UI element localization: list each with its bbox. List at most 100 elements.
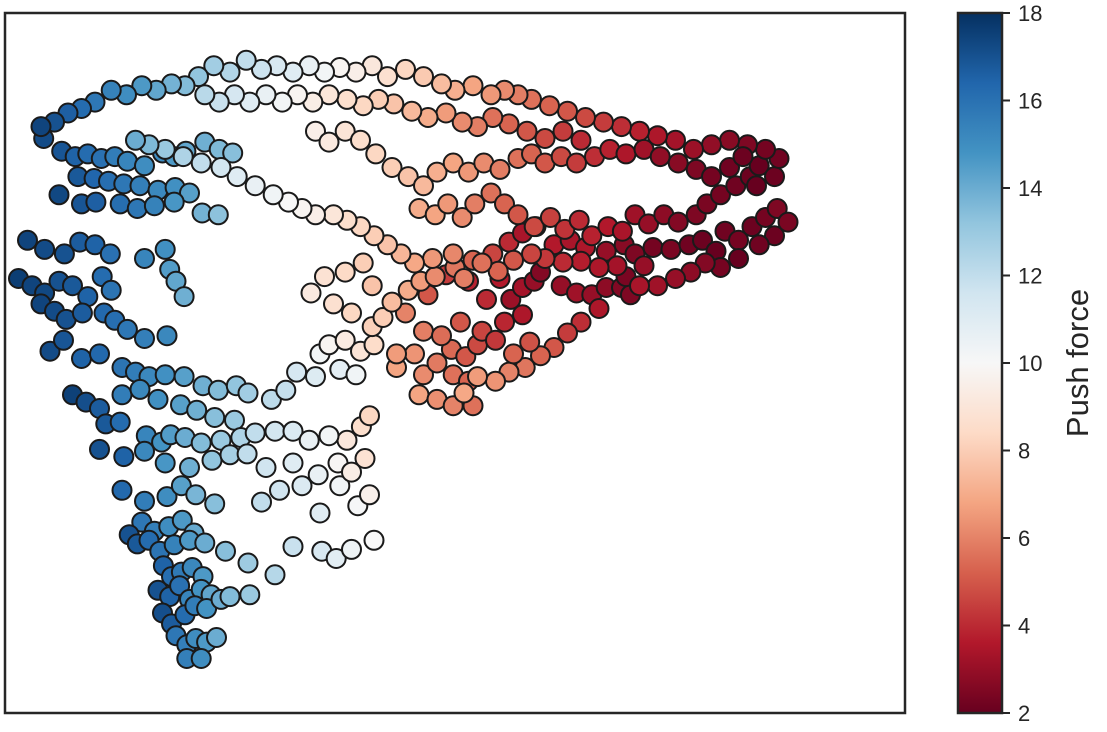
scatter-point-349	[539, 95, 560, 117]
scatter-point-416	[442, 152, 464, 174]
scatter-point-346	[593, 111, 614, 133]
scatter-point-6	[116, 150, 138, 172]
scatter-point-282	[552, 251, 574, 273]
scatter-point-407	[305, 120, 326, 142]
scatter-point-101	[236, 443, 258, 465]
scatter-point-321	[568, 209, 590, 231]
scatter-point-286	[487, 260, 509, 282]
scatter-point-397	[336, 88, 358, 110]
scatter-point-170	[298, 429, 320, 451]
scatter-point-209	[494, 311, 515, 333]
scatter-point-150	[282, 536, 304, 558]
scatter-point-214	[476, 288, 497, 310]
colorbar-ticks: 2 4 6 8 10 12 14 16 18	[1002, 1, 1042, 726]
scatter-point-79	[186, 399, 208, 421]
scatter-point-104	[134, 490, 155, 512]
scatter-point-67	[173, 366, 195, 388]
scatter-point-370	[203, 55, 225, 77]
scatter-point-305	[190, 152, 212, 174]
scatter-point-319	[539, 207, 561, 228]
scatter-point-354	[462, 75, 484, 97]
scatter-point-388	[482, 107, 504, 128]
colorbar-tick-label-8: 18	[1018, 1, 1042, 26]
scatter-point-112	[171, 509, 193, 531]
scatter-point-306	[172, 146, 194, 168]
scatter-point-269	[764, 225, 785, 247]
scatter-point-314	[464, 193, 486, 215]
scatter-point-184	[341, 302, 362, 324]
scatter-point-182	[363, 334, 385, 356]
scatter-point-238	[453, 382, 475, 404]
scatter-point-158	[359, 484, 380, 506]
scatter-point-301	[262, 184, 284, 206]
scatter-point-185	[323, 293, 344, 315]
scatter-point-390	[451, 111, 473, 133]
scatter-point-267	[766, 198, 788, 219]
scatter-point-27	[143, 195, 165, 217]
scatter-point-288	[453, 268, 475, 289]
scatter-point-353	[480, 84, 502, 106]
scatter-points	[8, 49, 799, 669]
scatter-point-237	[467, 366, 488, 388]
scatter-point-97	[154, 452, 176, 474]
scatter-point-236	[485, 370, 506, 392]
scatter-point-414	[413, 175, 434, 197]
scatter-point-160	[341, 461, 362, 483]
scatter-point-427	[615, 143, 637, 165]
scatter-point-146	[190, 648, 212, 669]
scatter-point-342	[665, 129, 686, 151]
scatter-point-58	[156, 325, 178, 347]
scatter-point-337	[755, 138, 776, 160]
scatter-point-419	[489, 158, 511, 180]
scatter-point-59	[39, 340, 61, 362]
scatter-point-96	[134, 440, 155, 462]
scatter-point-168	[307, 464, 329, 486]
scatter-point-277	[629, 275, 650, 297]
scatter-point-83	[109, 411, 131, 433]
scatter-point-120	[194, 532, 216, 554]
scatter-point-413	[397, 166, 419, 188]
scatter-point-233	[530, 345, 551, 367]
scatter-point-25	[109, 193, 131, 215]
scatter-point-258	[642, 237, 664, 258]
scatter-point-424	[566, 152, 587, 174]
scatter-point-241	[372, 307, 394, 328]
scatter-point-94	[89, 438, 110, 460]
scatter-point-171	[318, 425, 340, 447]
scatter-point-208	[485, 329, 506, 351]
scatter-point-56	[116, 318, 138, 340]
scatter-point-412	[381, 157, 403, 178]
colorbar-tick-label-1: 4	[1018, 614, 1030, 639]
scatter-point-69	[207, 379, 229, 401]
scatter-point-309	[125, 129, 146, 151]
scatter-point-270	[748, 234, 770, 256]
scatter-point-190	[361, 275, 383, 297]
scatter-point-340	[701, 134, 722, 156]
scatter-point-77	[147, 388, 169, 410]
scatter-point-219	[386, 343, 407, 365]
scatter-point-99	[201, 449, 223, 471]
scatter-point-166	[269, 479, 290, 501]
scatter-point-187	[314, 266, 335, 288]
scatter-point-147	[215, 540, 236, 562]
scatter-point-432	[701, 166, 722, 188]
scatter-point-156	[329, 475, 351, 497]
scatter-point-287	[471, 252, 493, 274]
scatter-point-382	[30, 116, 52, 138]
scatter-point-377	[100, 79, 122, 101]
scatter-point-57	[134, 328, 155, 349]
scatter-point-280	[588, 257, 610, 278]
scatter-point-80	[204, 407, 226, 428]
scatter-point-231	[557, 322, 578, 344]
scatter-point-62	[89, 343, 110, 365]
scatter-point-348	[557, 100, 578, 122]
colorbar-gradient	[956, 11, 1004, 715]
scatter-point-278	[633, 255, 655, 277]
scatter-point-335	[764, 166, 785, 188]
scatter-point-415	[426, 161, 448, 183]
scatter-point-164	[359, 405, 380, 427]
colorbar-tick-label-5: 12	[1018, 264, 1042, 289]
scatter-point-81	[224, 409, 245, 431]
scatter-point-331	[710, 184, 731, 206]
